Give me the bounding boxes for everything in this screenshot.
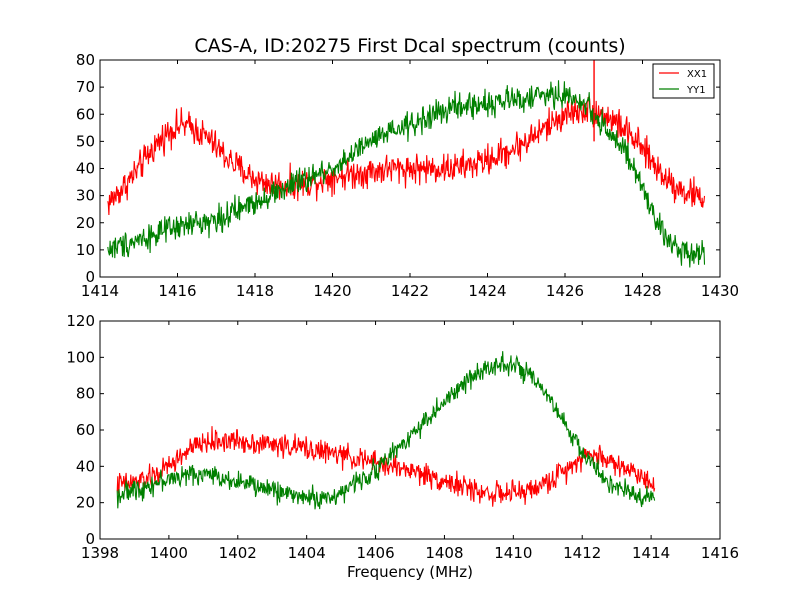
series-line-red (116, 426, 656, 507)
x-tick-label: 1422 (391, 282, 429, 300)
y-tick-label: 50 (76, 132, 95, 150)
series-line-xx1 (107, 96, 706, 216)
x-tick-label: 1412 (563, 544, 601, 562)
top-panel: 1414 1416 1418 1420 1422 1424 1426 1428 1430 0 10 2… (76, 51, 739, 300)
x-tick-label: 1430 (701, 282, 739, 300)
x-tick-label: 1414 (81, 282, 119, 300)
x-tick-label: 1414 (632, 544, 670, 562)
y-tick-label: 0 (85, 530, 95, 548)
y-tick-label: 120 (66, 312, 95, 330)
x-tick-label: 1408 (425, 544, 463, 562)
x-tick-label: 1416 (158, 282, 196, 300)
x-axis-label: Frequency (MHz) (347, 563, 473, 581)
y-tick-label: 20 (76, 214, 95, 232)
legend: XX1 YY1 (652, 63, 715, 99)
y-tick-label: 80 (76, 385, 95, 403)
x-tick-label: 1404 (288, 544, 326, 562)
y-tick-label: 10 (76, 241, 95, 259)
x-tick-label: 1406 (356, 544, 394, 562)
y-tick-label: 30 (76, 187, 95, 205)
x-tick-label: 1410 (494, 544, 532, 562)
legend-box (652, 63, 715, 99)
y-tick-label: 80 (76, 51, 95, 69)
y-tick-label: 100 (66, 348, 95, 366)
x-tick-label: 1416 (701, 544, 739, 562)
y-tick-label: 0 (85, 268, 95, 286)
x-tick-label: 1426 (546, 282, 584, 300)
y-tick-label: 20 (76, 494, 95, 512)
x-tick-label: 1398 (81, 544, 119, 562)
y-tick-label: 40 (76, 457, 95, 475)
x-tick-label: 1418 (236, 282, 274, 300)
y-tick-label: 40 (76, 160, 95, 178)
y-tick-label: 60 (76, 421, 95, 439)
x-tick-label: 1424 (468, 282, 506, 300)
legend-label-xx1: XX1 (687, 69, 707, 80)
y-tick-label: 70 (76, 78, 95, 96)
y-tick-label: 60 (76, 105, 95, 123)
bottom-panel: 1398 1400 1402 1404 1406 1408 1410 1412 1414 1416… (66, 312, 739, 562)
x-tick-label: 1402 (219, 544, 257, 562)
x-tick-label: 1428 (623, 282, 661, 300)
x-tick-label: 1400 (150, 544, 188, 562)
x-tick-label: 1420 (313, 282, 351, 300)
series-line-green (116, 351, 656, 510)
chart-title: CAS-A, ID:20275 First Dcal spectrum (cou… (194, 35, 625, 57)
legend-label-yy1: YY1 (686, 85, 706, 96)
series-line-yy1 (107, 80, 706, 268)
